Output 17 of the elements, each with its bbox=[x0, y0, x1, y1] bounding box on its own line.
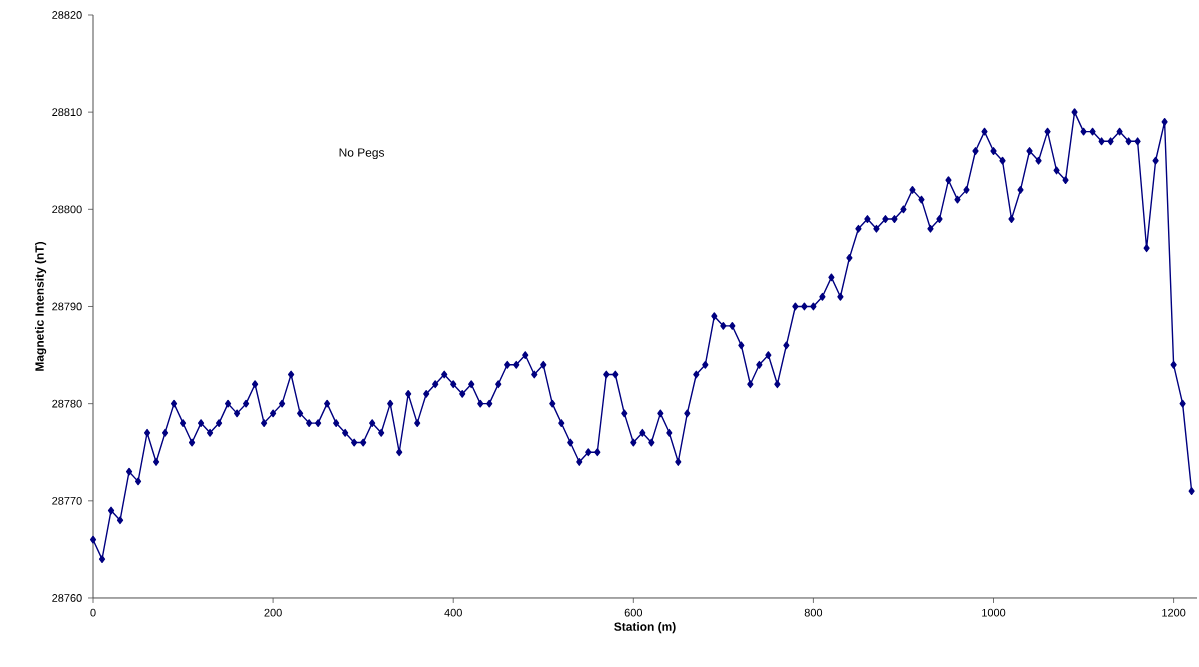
x-axis-title: Station (m) bbox=[614, 622, 676, 634]
x-tick-label: 1200 bbox=[1162, 608, 1186, 617]
x-tick-label: 600 bbox=[624, 608, 643, 617]
y-tick-label: 28820 bbox=[52, 11, 82, 19]
y-tick-label: 28790 bbox=[52, 302, 82, 311]
x-tick-label: 200 bbox=[264, 608, 282, 617]
y-tick-label: 28800 bbox=[52, 205, 82, 214]
y-tick-label: 28770 bbox=[52, 496, 82, 505]
annotation: No Pegs bbox=[339, 148, 385, 160]
x-tick-label: 800 bbox=[804, 608, 823, 617]
x-tick-label: 400 bbox=[444, 608, 462, 617]
x-tick-label: 0 bbox=[90, 608, 96, 617]
x-tick-label: 1000 bbox=[982, 608, 1006, 617]
y-tick-label: 28760 bbox=[52, 594, 82, 602]
y-tick-label: 28780 bbox=[52, 399, 82, 408]
y-tick-label: 28810 bbox=[52, 108, 82, 117]
y-axis-title: Magnetic Intensity (nT) bbox=[34, 241, 47, 371]
